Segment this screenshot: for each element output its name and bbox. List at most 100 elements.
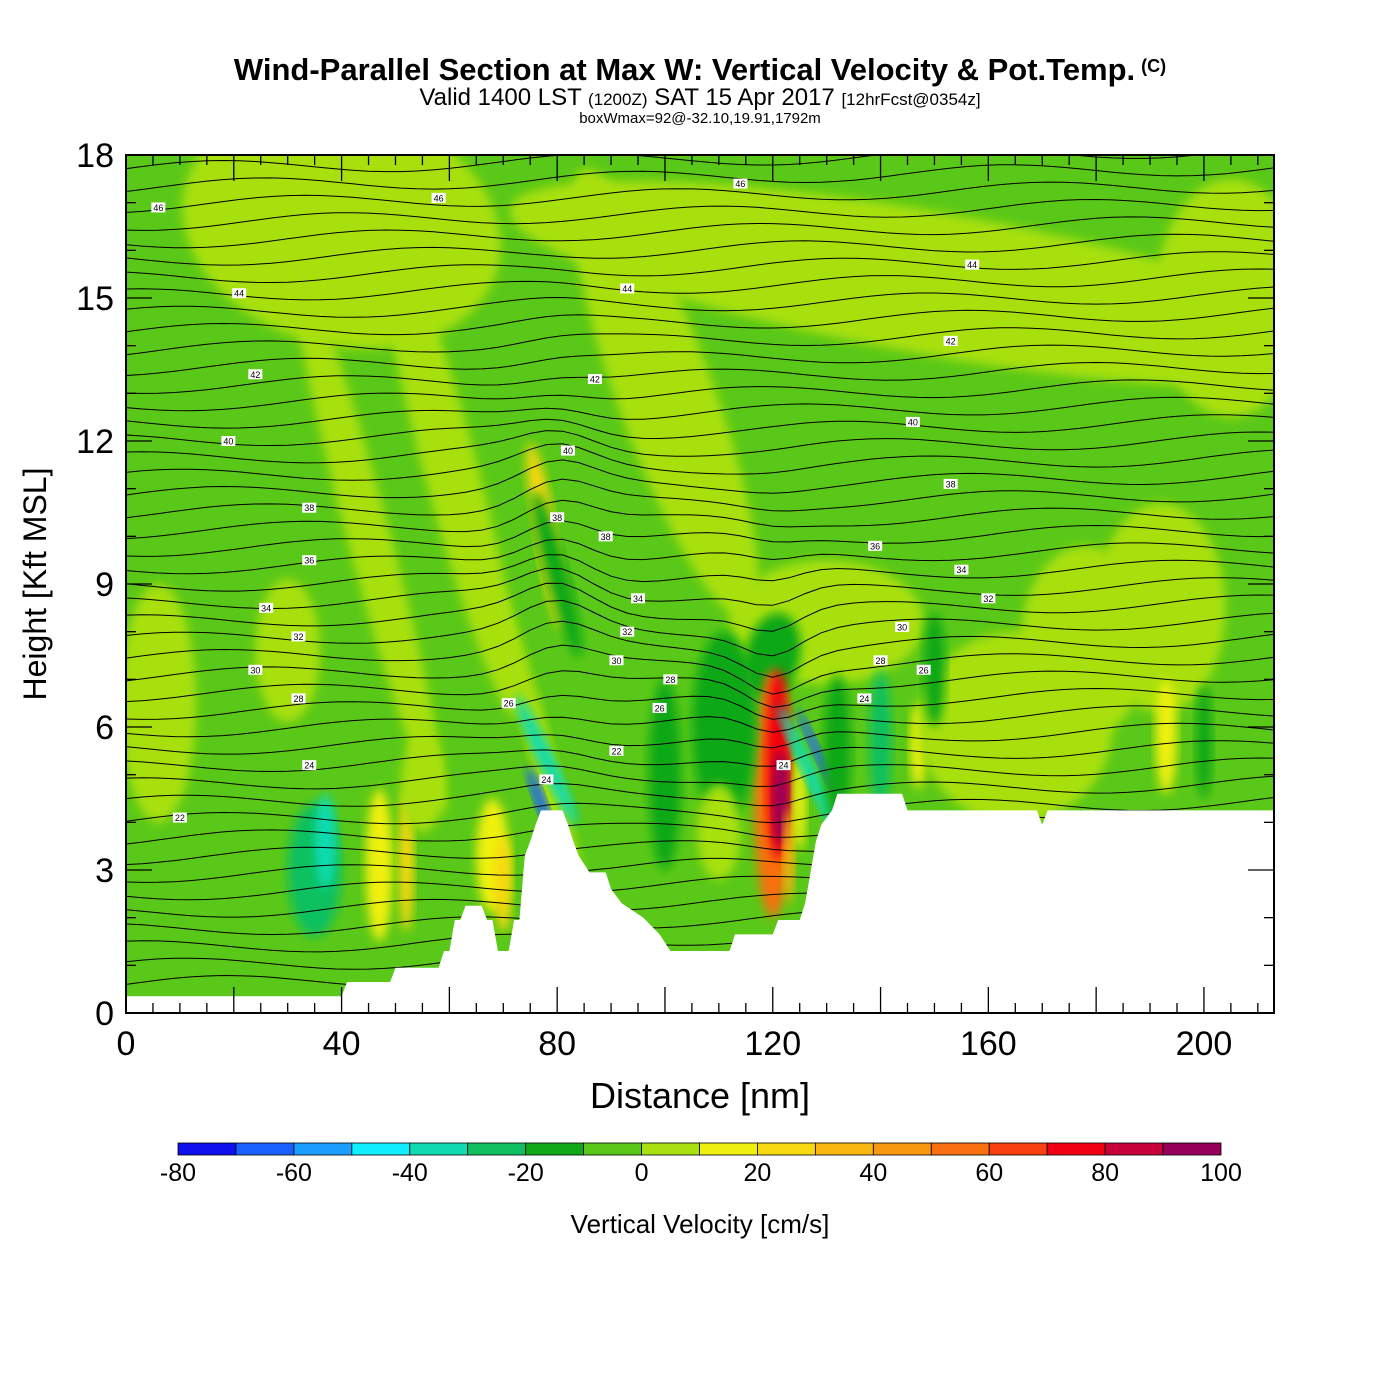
theta-label-box — [916, 664, 931, 675]
theta-label: 22 — [175, 813, 185, 823]
theta-label-box — [221, 436, 236, 446]
theta-contour — [126, 198, 1274, 231]
theta-label-box — [560, 445, 575, 456]
theta-contour — [126, 327, 1274, 356]
theta-label: 42 — [590, 375, 600, 385]
theta-label: 34 — [956, 565, 966, 575]
theta-labels: 46 46 46 44 44 44 42 42 42 40 40 40 38 38 38 38 36 36 34 34… — [151, 178, 996, 823]
theta-label-box — [873, 655, 888, 666]
valid-prefix: Valid 1400 LST — [419, 84, 582, 111]
velocity-cell — [255, 579, 321, 723]
velocity-cell — [314, 793, 337, 890]
theta-label-box — [248, 664, 263, 675]
theta-label: 24 — [859, 694, 869, 704]
colorbar-swatch — [467, 1142, 527, 1156]
theta-label-box — [248, 369, 263, 380]
theta-label: 46 — [735, 179, 745, 189]
theta-label-box — [291, 631, 306, 642]
theta-label-box — [733, 178, 748, 189]
theta-contour — [126, 361, 1274, 394]
theta-contour — [126, 268, 1274, 301]
velocity-cell — [398, 788, 414, 932]
colorbar-tick-label: 100 — [1200, 1159, 1242, 1187]
theta-label: 44 — [967, 260, 977, 270]
velocity-cell — [697, 784, 741, 880]
velocity-cell — [494, 836, 512, 932]
colorbar-swatch — [525, 1142, 585, 1156]
valid-zulu: (1200Z) — [587, 90, 648, 109]
theta-label-box — [302, 555, 317, 566]
theta-label: 46 — [434, 193, 444, 203]
velocity-cell — [126, 584, 197, 823]
theta-contour — [126, 478, 1274, 519]
theta-label: 38 — [601, 532, 611, 542]
colorbar-swatch — [1162, 1142, 1222, 1156]
velocity-cell — [571, 168, 759, 618]
theta-label-box — [652, 702, 667, 713]
colorbar-tick-label: -20 — [508, 1159, 544, 1187]
theta-contour — [126, 459, 1274, 499]
theta-contour — [126, 599, 1274, 657]
colorbar-swatch — [1046, 1142, 1106, 1156]
theta-label: 36 — [304, 556, 314, 566]
theta-label: 40 — [223, 437, 233, 447]
theta-label: 38 — [304, 503, 314, 513]
theta-label-box — [620, 626, 635, 637]
theta-label-box — [663, 674, 678, 685]
theta-label: 34 — [261, 603, 271, 613]
valid-time-line: Valid 1400 LST (1200Z) SAT 15 Apr 2017 [… — [0, 84, 1400, 112]
theta-label: 36 — [870, 541, 880, 551]
forecast-info: [12hrFcst@0354z] — [841, 90, 981, 109]
x-tick-label: 160 — [960, 1025, 1017, 1063]
velocity-cell — [291, 260, 446, 813]
theta-label-box — [172, 812, 187, 823]
y-tick-label: 6 — [95, 709, 114, 747]
theta-contour — [126, 430, 1274, 464]
colorbar-swatch — [409, 1142, 469, 1156]
theta-contour — [126, 775, 1274, 807]
theta-contour — [126, 499, 1274, 539]
colorbar-swatch — [293, 1142, 353, 1156]
theta-label: 28 — [665, 675, 675, 685]
y-tick-label: 12 — [76, 423, 114, 461]
theta-label-box — [302, 760, 317, 771]
theta-label-box — [151, 202, 166, 213]
colorbar-tick-label: 60 — [975, 1159, 1003, 1187]
theta-label: 22 — [611, 746, 621, 756]
theta-contour — [126, 414, 1274, 447]
theta-contour — [126, 582, 1274, 632]
theta-label: 32 — [983, 594, 993, 604]
theta-label: 46 — [153, 203, 163, 213]
velocity-cell — [869, 669, 892, 813]
theta-label: 30 — [611, 656, 621, 666]
theta-contour — [126, 620, 1274, 678]
theta-contour — [126, 687, 1274, 720]
theta-label: 32 — [622, 627, 632, 637]
colorbar-tick-label: -60 — [276, 1159, 312, 1187]
velocity-cell — [648, 679, 682, 871]
theta-label-box — [609, 655, 624, 666]
x-tick-label: 0 — [117, 1025, 136, 1063]
colorbar-tick-label: 20 — [744, 1159, 772, 1187]
theta-label: 44 — [234, 289, 244, 299]
theta-label-box — [291, 693, 306, 704]
theta-label: 26 — [504, 699, 514, 709]
theta-label: 44 — [622, 284, 632, 294]
velocity-cell — [376, 211, 523, 719]
theta-label-box — [954, 564, 969, 575]
x-axis-label: Distance [nm] — [590, 1075, 810, 1116]
theta-label-box — [905, 416, 920, 427]
velocity-cell — [1155, 679, 1177, 794]
theta-contour — [126, 740, 1274, 773]
theta-contour — [126, 520, 1274, 557]
theta-label: 40 — [563, 446, 573, 456]
colorbar-swatch — [699, 1142, 758, 1156]
valid-date: SAT 15 Apr 2017 — [654, 84, 835, 111]
velocity-cell — [515, 695, 578, 826]
colorbar-tick-label: -80 — [160, 1159, 196, 1187]
theta-label: 40 — [908, 417, 918, 427]
y-axis-label: Height [Kft MSL] — [17, 468, 53, 701]
x-axis-ticks: 0 40 80 120 160 200 — [117, 155, 1259, 1063]
theta-label: 24 — [304, 761, 314, 771]
colorbar-swatch — [872, 1142, 932, 1156]
